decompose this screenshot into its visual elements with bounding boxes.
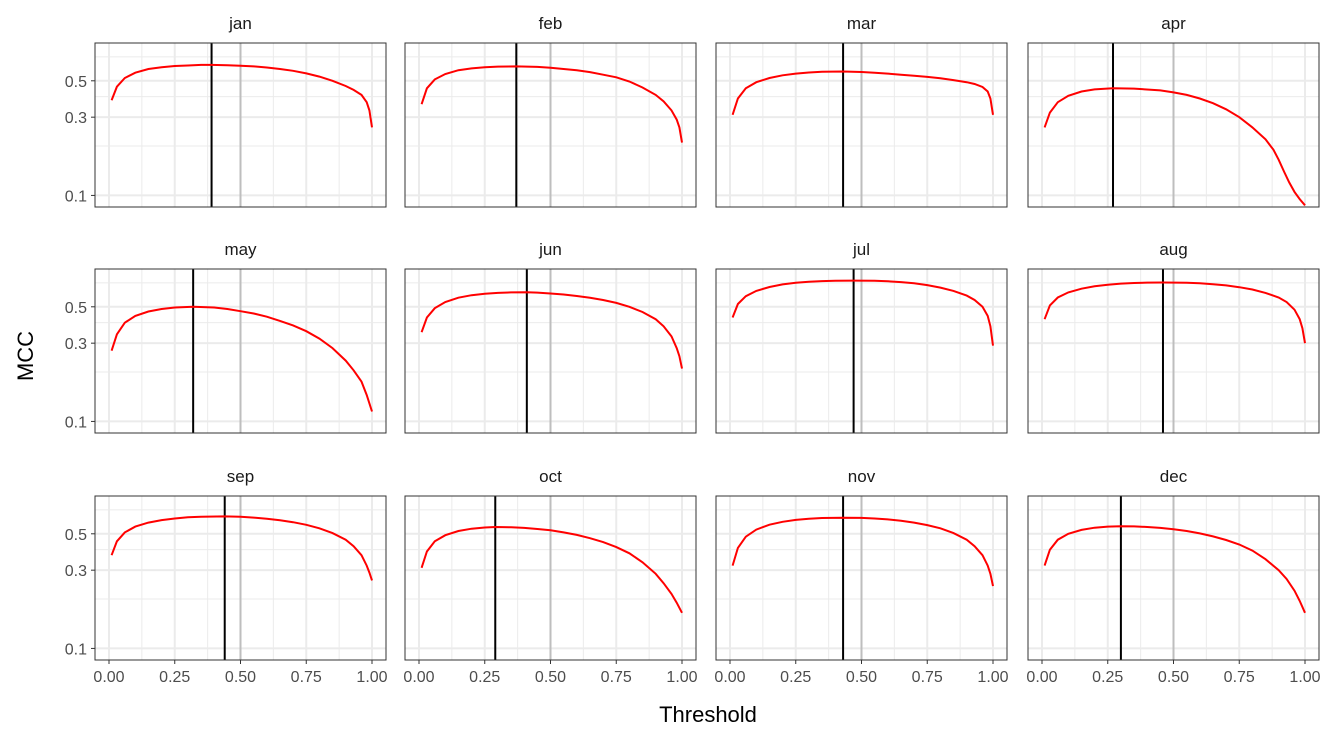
x-tick-label: 0.00	[403, 669, 434, 686]
x-tick-label: 1.00	[977, 669, 1008, 686]
x-tick-label: 0.75	[912, 669, 943, 686]
facet-panel-aug: aug	[1027, 240, 1320, 434]
mcc-curve-dec	[1043, 525, 1306, 614]
x-tick-label: 0.50	[535, 669, 566, 686]
y-tick-label: 0.1	[65, 414, 87, 431]
facet-panel-dec: dec 0.00 0.25 0.50 0.75 1.00	[1026, 467, 1320, 686]
mcc-curve-jun	[420, 291, 683, 369]
facet-panel-jul: jul	[715, 240, 1008, 434]
facet-panel-nov: nov 0.00 0.25 0.50 0.75 1.00	[714, 467, 1008, 686]
mcc-curve-mar	[731, 70, 994, 116]
panel-border	[94, 268, 387, 434]
strip-label-apr: apr	[1161, 14, 1186, 33]
panel-border	[1027, 268, 1320, 434]
y-tick-label: 0.3	[65, 336, 87, 353]
facet-panel-mar: mar	[715, 14, 1008, 208]
x-tick-label: 0.75	[1224, 669, 1255, 686]
mcc-curve-sep	[110, 515, 373, 581]
y-tick-label: 0.5	[65, 74, 87, 91]
strip-label-jul: jul	[852, 240, 870, 259]
x-tick-label: 0.00	[1026, 669, 1057, 686]
mcc-curve-nov	[731, 516, 994, 587]
x-tick-label: 1.00	[666, 669, 697, 686]
facet-panel-jun: jun	[404, 240, 697, 434]
mcc-curve-aug	[1043, 281, 1306, 344]
mcc-curve-jul	[731, 279, 994, 346]
strip-label-may: may	[224, 240, 257, 259]
strip-label-jun: jun	[538, 240, 562, 259]
x-tick-label: 0.75	[291, 669, 322, 686]
x-tick-label: 0.75	[601, 669, 632, 686]
x-tick-label: 1.00	[1289, 669, 1320, 686]
strip-label-jan: jan	[228, 14, 252, 33]
strip-label-aug: aug	[1159, 240, 1187, 259]
x-tick-label: 0.25	[159, 669, 190, 686]
strip-label-dec: dec	[1160, 467, 1188, 486]
panel-border	[404, 42, 697, 208]
y-tick-label: 0.1	[65, 641, 87, 658]
x-tick-label: 1.00	[356, 669, 387, 686]
facet-panel-sep: sep 0.1 0.3 0.5 0.00 0.25 0.50 0.75 1.00	[65, 467, 388, 686]
strip-label-feb: feb	[539, 14, 563, 33]
x-tick-label: 0.25	[1092, 669, 1123, 686]
y-tick-label: 0.1	[65, 188, 87, 205]
x-tick-label: 0.50	[1158, 669, 1189, 686]
facet-panel-may: may 0.1 0.3 0.5	[65, 240, 387, 434]
panel-border	[715, 42, 1008, 208]
mcc-curve-jan	[110, 63, 373, 128]
mcc-curve-apr	[1043, 87, 1306, 206]
y-axis-title: MCC	[13, 331, 38, 381]
facet-panel-apr: apr	[1027, 14, 1320, 208]
facet-panel-feb: feb	[404, 14, 697, 208]
x-tick-label: 0.50	[846, 669, 877, 686]
x-tick-label: 0.00	[714, 669, 745, 686]
y-tick-label: 0.5	[65, 527, 87, 544]
x-tick-label: 0.25	[469, 669, 500, 686]
x-tick-label: 0.50	[225, 669, 256, 686]
panel-border	[1027, 42, 1320, 208]
strip-label-mar: mar	[847, 14, 877, 33]
panel-border	[715, 268, 1008, 434]
x-tick-label: 0.25	[780, 669, 811, 686]
y-tick-label: 0.3	[65, 563, 87, 580]
x-axis-title: Threshold	[659, 702, 757, 727]
panel-border	[94, 42, 387, 208]
y-tick-label: 0.3	[65, 110, 87, 127]
strip-label-oct: oct	[539, 467, 562, 486]
panel-border	[404, 268, 697, 434]
facet-panel-jan: jan 0.1 0.3 0.5	[65, 14, 387, 208]
mcc-curve-may	[110, 305, 373, 412]
y-tick-label: 0.5	[65, 300, 87, 317]
strip-label-sep: sep	[227, 467, 254, 486]
mcc-curve-oct	[420, 525, 683, 614]
mcc-curve-feb	[420, 65, 683, 143]
strip-label-nov: nov	[848, 467, 876, 486]
facet-panels: jan 0.1 0.3 0.5 feb mar apr may 0.1 0.3 0.5 jun jul a…	[65, 14, 1321, 686]
x-tick-label: 0.00	[93, 669, 124, 686]
facet-panel-oct: oct 0.00 0.25 0.50 0.75 1.00	[403, 467, 697, 686]
